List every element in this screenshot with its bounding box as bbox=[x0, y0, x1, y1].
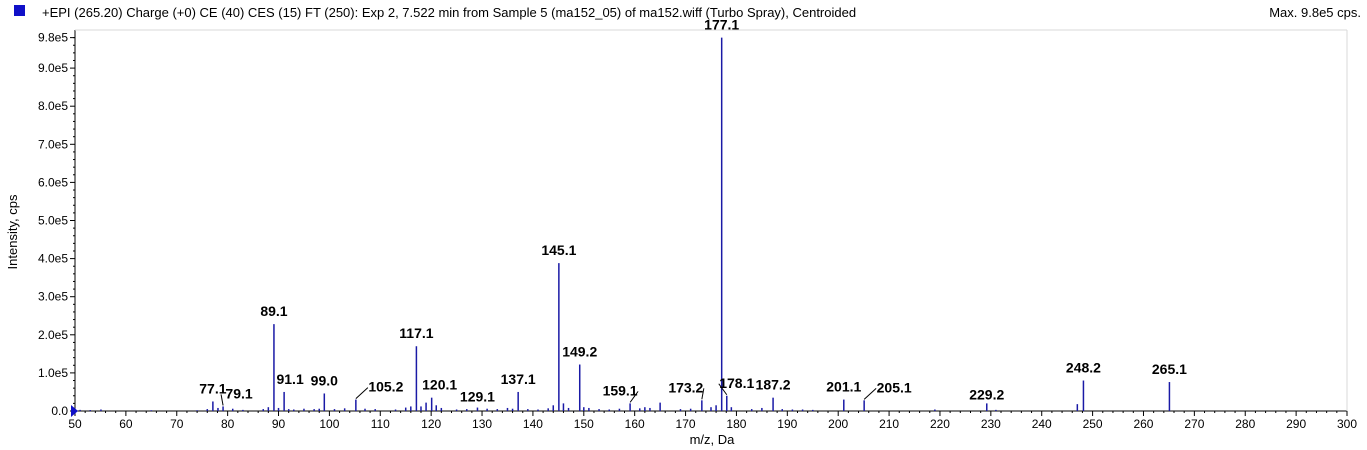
peak-label: 229.2 bbox=[969, 386, 1004, 402]
peak-label: 99.0 bbox=[311, 372, 338, 388]
peak-labels-layer: 77.179.1 89.1 91.1 99.0 105.2 117.1 120.1129.1… bbox=[199, 17, 1187, 406]
peak-label: 79.1 bbox=[225, 385, 252, 401]
x-tick-label: 230 bbox=[981, 417, 1001, 431]
x-tick-label: 300 bbox=[1337, 417, 1357, 431]
peak-label: 145.1 bbox=[541, 242, 576, 258]
peak-label: 137.1 bbox=[501, 371, 536, 387]
y-tick-label: 9.0e5 bbox=[38, 61, 68, 75]
y-tick-label: 7.0e5 bbox=[38, 137, 68, 151]
x-tick-label: 280 bbox=[1235, 417, 1255, 431]
peak-label: 117.1 bbox=[399, 325, 433, 341]
x-tick-label: 200 bbox=[828, 417, 848, 431]
y-tick-label: 4.0e5 bbox=[38, 252, 68, 266]
peak-label: 177.1 bbox=[704, 17, 739, 33]
y-axis-title: Intensity, cps bbox=[5, 194, 20, 269]
y-tick-label: 0.0 bbox=[51, 404, 68, 418]
peak-label: 201.1 bbox=[826, 379, 861, 395]
peak-label-leader bbox=[355, 387, 369, 399]
x-tick-label: 90 bbox=[272, 417, 286, 431]
peak-label: 149.2 bbox=[562, 344, 597, 360]
series-color-swatch[interactable] bbox=[14, 5, 25, 16]
peak-label: 178.1 bbox=[719, 375, 754, 391]
y-tick-label: 3.0e5 bbox=[38, 290, 68, 304]
x-tick-label: 240 bbox=[1032, 417, 1052, 431]
x-tick-label: 70 bbox=[170, 417, 184, 431]
peak-label: 265.1 bbox=[1152, 361, 1187, 377]
x-tick-label: 210 bbox=[879, 417, 899, 431]
x-tick-label: 170 bbox=[676, 417, 696, 431]
x-tick-label: 160 bbox=[625, 417, 645, 431]
x-tick-label: 150 bbox=[574, 417, 594, 431]
x-tick-label: 290 bbox=[1286, 417, 1306, 431]
x-tick-label: 180 bbox=[726, 417, 746, 431]
x-tick-label: 220 bbox=[930, 417, 950, 431]
peak-label: 77.1 bbox=[199, 380, 226, 396]
x-tick-label: 140 bbox=[523, 417, 543, 431]
x-tick-label: 110 bbox=[371, 417, 390, 431]
x-axis-title: m/z, Da bbox=[690, 432, 736, 447]
y-tick-label: 5.0e5 bbox=[38, 214, 68, 228]
peak-label: 187.2 bbox=[756, 377, 791, 393]
peak-label: 173.2 bbox=[668, 379, 703, 395]
peak-label-leader bbox=[220, 394, 224, 406]
peak-label-leader bbox=[863, 387, 877, 400]
peak-label: 105.2 bbox=[368, 379, 403, 395]
x-tick-label: 120 bbox=[421, 417, 441, 431]
peak-label-leader bbox=[718, 383, 728, 396]
peak-label: 129.1 bbox=[460, 389, 495, 405]
max-intensity-label: Max. 9.8e5 cps. bbox=[1269, 5, 1361, 20]
baseline-marker-icon bbox=[71, 405, 78, 417]
y-tick-label: 6.0e5 bbox=[38, 175, 68, 189]
x-tick-label: 100 bbox=[319, 417, 339, 431]
peak-label: 91.1 bbox=[276, 371, 303, 387]
y-tick-label: 8.0e5 bbox=[38, 99, 68, 113]
y-tick-label: 1.0e5 bbox=[38, 366, 68, 380]
peak-label: 89.1 bbox=[260, 303, 287, 319]
x-tick-label: 260 bbox=[1133, 417, 1153, 431]
x-tick-label: 270 bbox=[1184, 417, 1204, 431]
peak-label: 205.1 bbox=[877, 379, 912, 395]
spectrum-title: +EPI (265.20) Charge (+0) CE (40) CES (1… bbox=[42, 5, 857, 20]
x-tick-label: 80 bbox=[221, 417, 235, 431]
peaks-layer bbox=[79, 37, 1171, 411]
y-tick-label: 9.8e5 bbox=[38, 31, 68, 45]
x-tick-label: 250 bbox=[1083, 417, 1103, 431]
x-tick-label: 50 bbox=[68, 417, 82, 431]
x-tick-label: 190 bbox=[777, 417, 797, 431]
y-tick-label: 2.0e5 bbox=[38, 328, 68, 342]
peak-label: 248.2 bbox=[1066, 360, 1101, 376]
peak-label: 159.1 bbox=[603, 382, 638, 398]
x-tick-label: 60 bbox=[119, 417, 133, 431]
peak-label: 120.1 bbox=[422, 377, 457, 393]
peak-label-leader bbox=[701, 388, 705, 400]
x-tick-label: 130 bbox=[472, 417, 492, 431]
peak-label-leader bbox=[629, 391, 639, 403]
